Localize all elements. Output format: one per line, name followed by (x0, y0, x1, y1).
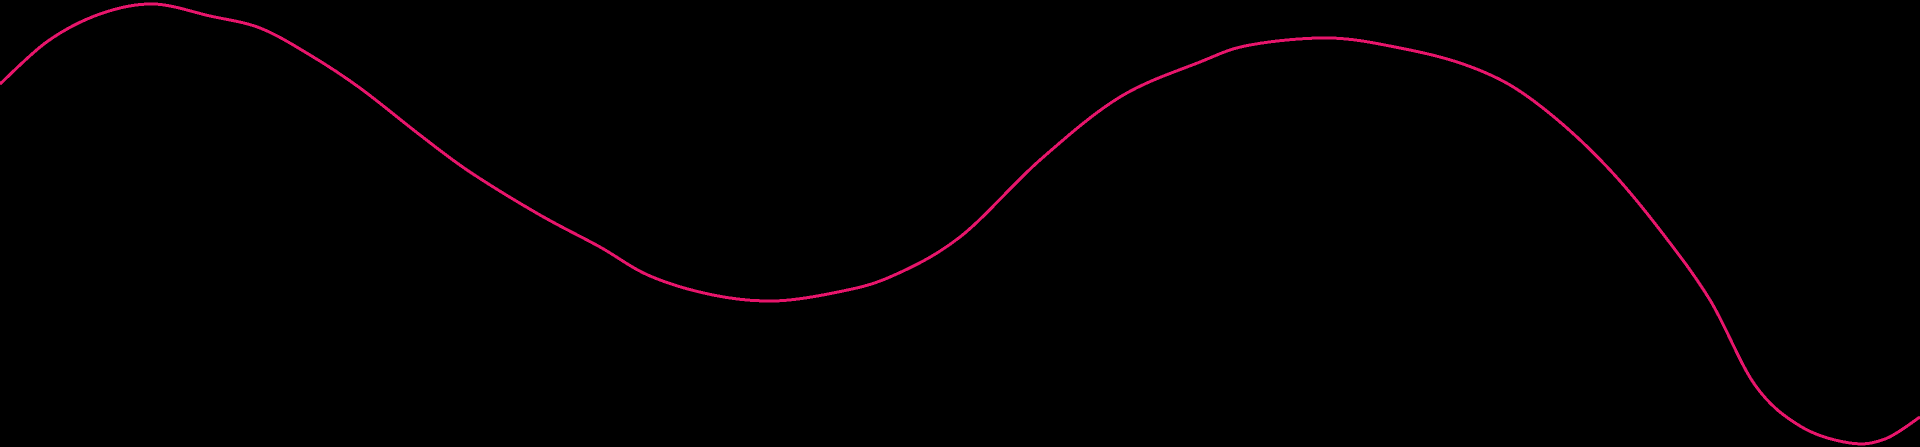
curve-line (0, 2, 1920, 446)
chart-canvas (0, 2, 1920, 446)
wave-chart (0, 2, 1920, 446)
